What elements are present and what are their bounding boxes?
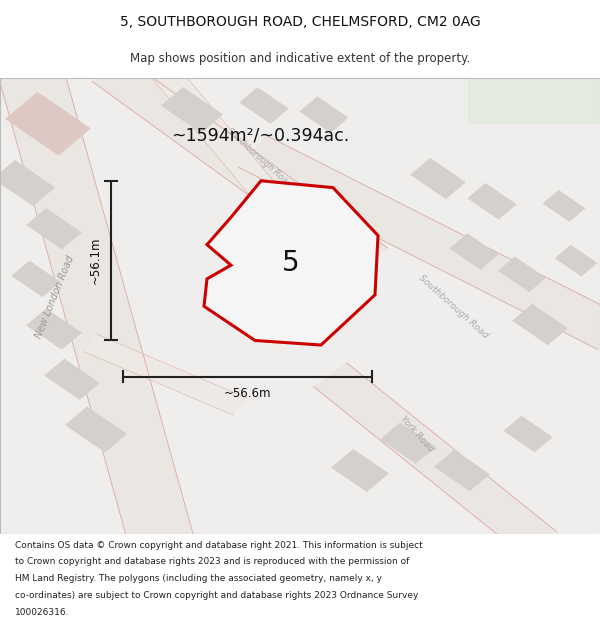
Polygon shape	[26, 308, 82, 350]
Polygon shape	[498, 256, 546, 292]
Text: ~56.6m: ~56.6m	[224, 387, 271, 400]
Polygon shape	[11, 261, 61, 298]
Polygon shape	[380, 422, 436, 464]
Polygon shape	[299, 96, 349, 133]
Polygon shape	[44, 359, 100, 400]
Polygon shape	[238, 135, 600, 349]
Text: ~1594m²/~0.394ac.: ~1594m²/~0.394ac.	[171, 126, 349, 144]
Text: to Crown copyright and database rights 2023 and is reproduced with the permissio: to Crown copyright and database rights 2…	[15, 558, 409, 566]
Text: Southborough Road: Southborough Road	[416, 273, 490, 339]
Polygon shape	[542, 190, 586, 222]
Polygon shape	[65, 406, 127, 452]
Text: ~56.1m: ~56.1m	[89, 237, 102, 284]
Text: Contains OS data © Crown copyright and database right 2021. This information is : Contains OS data © Crown copyright and d…	[15, 541, 423, 550]
Polygon shape	[5, 92, 91, 156]
Polygon shape	[331, 449, 389, 492]
Polygon shape	[468, 78, 600, 124]
Polygon shape	[204, 181, 378, 345]
Polygon shape	[0, 160, 55, 206]
Polygon shape	[449, 233, 499, 270]
Polygon shape	[92, 56, 388, 273]
Polygon shape	[0, 64, 194, 549]
Polygon shape	[410, 158, 466, 199]
Polygon shape	[313, 362, 557, 556]
Text: HM Land Registry. The polygons (including the associated geometry, namely x, y: HM Land Registry. The polygons (includin…	[15, 574, 382, 583]
Text: 5: 5	[282, 249, 300, 278]
Polygon shape	[161, 87, 223, 133]
Polygon shape	[26, 208, 82, 249]
Text: New London Road: New London Road	[34, 254, 76, 340]
Text: co-ordinates) are subject to Crown copyright and database rights 2023 Ordnance S: co-ordinates) are subject to Crown copyr…	[15, 591, 418, 600]
Polygon shape	[554, 244, 598, 277]
Polygon shape	[512, 304, 568, 345]
Polygon shape	[503, 416, 553, 452]
Text: York Road: York Road	[398, 414, 436, 454]
Polygon shape	[239, 87, 289, 124]
Polygon shape	[434, 450, 490, 491]
Polygon shape	[467, 183, 517, 219]
Text: 100026316.: 100026316.	[15, 608, 70, 617]
Polygon shape	[83, 334, 247, 416]
Text: 5, SOUTHBOROUGH ROAD, CHELMSFORD, CM2 0AG: 5, SOUTHBOROUGH ROAD, CHELMSFORD, CM2 0A…	[119, 15, 481, 29]
Text: Southborough Road: Southborough Road	[225, 127, 293, 189]
Polygon shape	[149, 63, 343, 276]
Text: Map shows position and indicative extent of the property.: Map shows position and indicative extent…	[130, 52, 470, 65]
